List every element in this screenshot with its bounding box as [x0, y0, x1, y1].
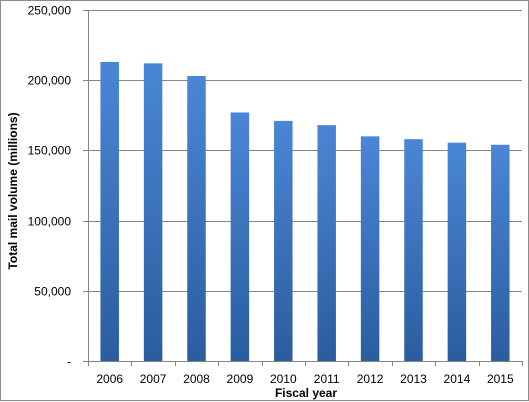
bar-2013: [404, 139, 423, 361]
x-tick-label: 2009: [227, 372, 254, 386]
bars: [100, 61, 510, 362]
bar-2010: [274, 120, 293, 361]
bar-2007: [143, 63, 163, 362]
bar-2011: [317, 125, 336, 362]
y-tick-label: 50,000: [34, 285, 71, 299]
x-tick-label: 2011: [314, 372, 340, 386]
x-axis-title: Fiscal year: [275, 386, 337, 400]
tick-labels: - 50,000 100,000 150,000 200,000 250,000 2006 2…: [28, 4, 514, 387]
x-tick-label: 2008: [183, 372, 210, 386]
x-tick-label: 2010: [270, 372, 297, 386]
x-tick-label: 2013: [400, 372, 427, 386]
y-tick-label: 200,000: [28, 74, 72, 88]
bar-2015: [491, 144, 510, 361]
bar-2006: [100, 61, 119, 361]
x-tick-label: 2006: [96, 372, 123, 386]
y-tick-label: 250,000: [28, 4, 72, 18]
x-tick-label: 2015: [487, 372, 514, 386]
y-tick-label: 150,000: [28, 144, 72, 158]
y-tick-label: -: [67, 355, 71, 369]
x-tick-label: 2007: [140, 372, 167, 386]
y-tick-label: 100,000: [28, 215, 72, 229]
bar-2008: [187, 75, 206, 361]
bar-2009: [230, 112, 250, 361]
x-tick-label: 2012: [357, 372, 384, 386]
y-axis-title: Total mail volume (millions): [6, 112, 20, 269]
bar-2012: [360, 136, 380, 361]
axes: [83, 10, 523, 366]
bar-2014: [447, 142, 467, 361]
x-tick-label: 2014: [444, 372, 471, 386]
